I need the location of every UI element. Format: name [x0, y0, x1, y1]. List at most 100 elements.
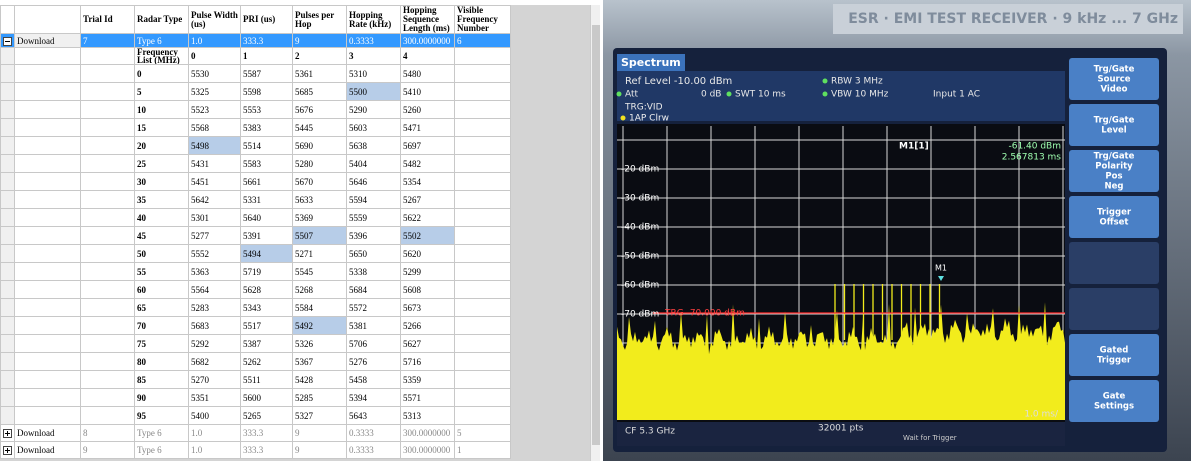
noise-floor	[617, 302, 1065, 420]
frequency-value: 5511	[240, 370, 293, 389]
frequency-value: 5276	[346, 352, 401, 371]
blank	[80, 226, 135, 245]
softkeys: Trg/GateSourceVideoTrg/GateLevelTrg/Gate…	[1069, 58, 1159, 422]
blank	[14, 154, 81, 173]
blank	[454, 47, 511, 65]
blank	[14, 316, 81, 335]
softkey[interactable]	[1069, 58, 1159, 100]
frequency-value: 5343	[240, 298, 293, 317]
scroll-thumb[interactable]	[592, 25, 600, 445]
frequency-value: 5638	[346, 136, 401, 155]
frequency-value: 5685	[292, 82, 347, 101]
frequency-row: 95 5400 5265 5327 5643 5313	[0, 406, 511, 425]
expander-cell	[0, 33, 15, 48]
blank	[14, 370, 81, 389]
frequency-value: 5517	[240, 316, 293, 335]
frequency-value: 5682	[188, 352, 241, 371]
stub	[0, 370, 15, 389]
blank	[454, 64, 511, 83]
frequency-value: 5608	[400, 280, 455, 299]
softkey-label: Video	[1100, 85, 1127, 95]
vbw: VBW 10 MHz	[831, 90, 889, 100]
blank	[14, 334, 81, 353]
column-header: Hopping Sequence Length (ms)	[400, 5, 455, 34]
blank	[454, 118, 511, 137]
rbw: RBW 3 MHz	[831, 77, 883, 87]
frequency-row: 0 5530 5587 5361 5310 5480	[0, 64, 511, 83]
blank	[14, 172, 81, 191]
frequency-value: 5673	[400, 298, 455, 317]
frequency-label: 50	[134, 244, 189, 263]
trace: 1AP Clrw	[629, 114, 669, 124]
marker-title: M1[1]	[899, 142, 929, 152]
expander[interactable]	[3, 429, 12, 439]
softkey-label: Offset	[1100, 218, 1129, 228]
blank	[14, 190, 81, 209]
frequency-label: 90	[134, 388, 189, 407]
att: Att	[625, 90, 639, 100]
scrollbar[interactable]	[590, 5, 600, 461]
frequency-value: 5552	[188, 244, 241, 263]
stub	[0, 406, 15, 425]
softkey[interactable]	[1069, 104, 1159, 146]
cell: 300.0000000	[400, 33, 455, 48]
frequency-value: 5262	[240, 352, 293, 371]
frequency-label: 45	[134, 226, 189, 245]
frequency-label: 85	[134, 370, 189, 389]
blank	[14, 280, 81, 299]
stub	[0, 298, 15, 317]
blank	[454, 82, 511, 101]
blank	[454, 316, 511, 335]
column-header: Trial Id	[80, 5, 135, 34]
frequency-value: 5480	[400, 64, 455, 83]
cell: 5	[454, 424, 511, 442]
frequency-value: 5640	[240, 208, 293, 227]
frequency-header-row: Frequency List (MHz) 0 1 2 3 4	[0, 47, 511, 65]
cell: 1.0	[188, 33, 241, 48]
column-header: Visible Frequency Number	[454, 5, 511, 34]
frequency-row: 70 5683 5517 5492 5381 5266	[0, 316, 511, 335]
softkey[interactable]	[1069, 150, 1159, 192]
softkey[interactable]	[1069, 242, 1159, 284]
frequency-value: 5598	[240, 82, 293, 101]
stub	[0, 388, 15, 407]
action-cell: Download	[14, 424, 81, 442]
cell: 8	[80, 424, 135, 442]
brand: ESR · EMI TEST RECEIVER · 9 kHz ... 7 GH…	[848, 11, 1178, 27]
frequency-value: 5622	[400, 208, 455, 227]
frequency-value: 5391	[240, 226, 293, 245]
frequency-value: 5280	[292, 154, 347, 173]
frequency-row: 25 5431 5583 5280 5404 5482	[0, 154, 511, 173]
instrument-photo: ESR · EMI TEST RECEIVER · 9 kHz ... 7 GH…	[603, 0, 1191, 461]
softkey-label: Trg/Gate	[1094, 152, 1135, 162]
frequency-value: 5310	[346, 64, 401, 83]
expander[interactable]	[3, 446, 12, 456]
table-body: Download 7 Type 6 1.0 333.3 9 0.3333 300.000000…	[0, 33, 511, 459]
frequency-value: 5428	[292, 370, 347, 389]
status: Wait for Trigger	[903, 434, 957, 442]
frequency-value: 5684	[346, 280, 401, 299]
frequency-value: 5367	[292, 352, 347, 371]
softkey-label: Trigger	[1097, 208, 1132, 218]
expander[interactable]	[3, 36, 12, 46]
frequency-value: 5270	[188, 370, 241, 389]
frequency-value: 5661	[240, 172, 293, 191]
column-header: Radar Type	[134, 5, 189, 34]
frequency-value: 5530	[188, 64, 241, 83]
tab	[617, 54, 685, 71]
frequency-value: 5523	[188, 100, 241, 119]
stub	[0, 190, 15, 209]
softkey-label: Gated	[1100, 346, 1129, 356]
softkey[interactable]	[1069, 334, 1159, 376]
softkey-label: Trg/Gate	[1094, 65, 1135, 75]
marker-symbol	[938, 276, 944, 281]
frequency-label: 20	[134, 136, 189, 155]
softkey[interactable]	[1069, 380, 1159, 422]
softkey[interactable]	[1069, 288, 1159, 330]
softkey[interactable]	[1069, 196, 1159, 238]
softkey-label: Trg/Gate	[1094, 116, 1135, 126]
frequency-value: 5600	[240, 388, 293, 407]
stub	[0, 47, 15, 65]
column-header: Pulses per Hop	[292, 5, 347, 34]
frequency-value: 5683	[188, 316, 241, 335]
